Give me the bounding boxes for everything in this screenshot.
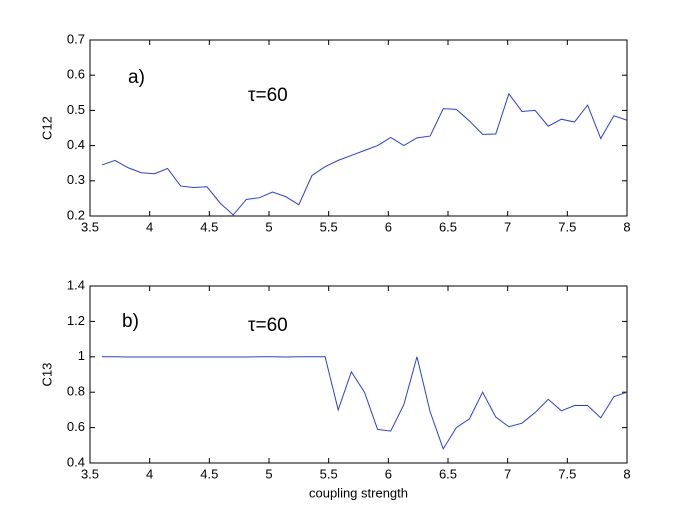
y-tick-label: 0.4 bbox=[67, 454, 85, 469]
x-tick-label: 4 bbox=[146, 466, 153, 481]
axes-box bbox=[89, 39, 628, 217]
x-tick-label: 5.5 bbox=[320, 466, 338, 481]
x-tick-label: 8 bbox=[623, 219, 630, 234]
annotation: τ=60 bbox=[248, 315, 288, 336]
x-tick-label: 8 bbox=[623, 466, 630, 481]
y-tick-label: 0.6 bbox=[67, 419, 85, 434]
x-tick-label: 7.5 bbox=[558, 466, 576, 481]
x-tick-label: 4.5 bbox=[200, 466, 218, 481]
x-tick-label: 5.5 bbox=[320, 219, 338, 234]
y-tick-label: 1 bbox=[78, 348, 85, 363]
y-axis-label: C13 bbox=[39, 363, 54, 387]
x-tick-label: 7 bbox=[504, 219, 511, 234]
data-line bbox=[101, 356, 628, 450]
x-tick-label: 7.5 bbox=[558, 219, 576, 234]
x-tick-label: 5 bbox=[265, 466, 272, 481]
y-tick-label: 1.4 bbox=[67, 277, 85, 292]
y-tick-label: 0.3 bbox=[67, 172, 85, 187]
annotation: a) bbox=[128, 67, 145, 88]
x-tick-label: 6.5 bbox=[439, 466, 457, 481]
x-tick-label: 6 bbox=[385, 219, 392, 234]
x-tick-label: 7 bbox=[504, 466, 511, 481]
y-tick-label: 0.6 bbox=[67, 67, 85, 82]
x-tick-label: 3.5 bbox=[81, 219, 99, 234]
x-tick-label: 3.5 bbox=[81, 466, 99, 481]
annotation: τ=60 bbox=[248, 85, 288, 106]
y-tick-label: 0.8 bbox=[67, 384, 85, 399]
axes-box bbox=[89, 285, 628, 464]
y-tick-label: 0.5 bbox=[67, 102, 85, 117]
y-tick-label: 0.7 bbox=[67, 31, 85, 46]
x-axis-label: coupling strength bbox=[309, 485, 408, 500]
y-tick-label: 0.4 bbox=[67, 137, 85, 152]
x-tick-label: 6 bbox=[385, 466, 392, 481]
x-tick-label: 6.5 bbox=[439, 219, 457, 234]
y-tick-label: 0.2 bbox=[67, 207, 85, 222]
y-tick-label: 1.2 bbox=[67, 313, 85, 328]
y-axis-label: C12 bbox=[39, 116, 54, 140]
x-tick-label: 4 bbox=[146, 219, 153, 234]
x-tick-label: 4.5 bbox=[200, 219, 218, 234]
annotation: b) bbox=[122, 311, 139, 332]
x-tick-label: 5 bbox=[265, 219, 272, 234]
data-line bbox=[101, 92, 628, 216]
